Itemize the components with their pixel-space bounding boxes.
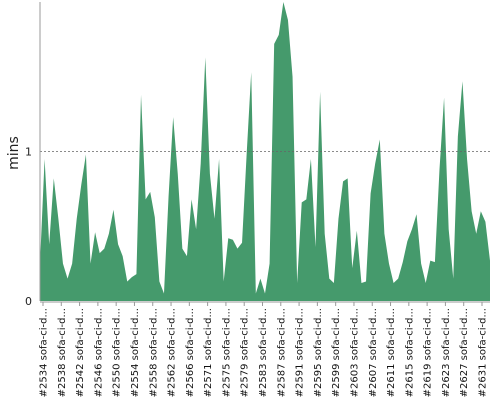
x-tick-label: #2599 sofa-ci-d... bbox=[331, 308, 342, 397]
area-series bbox=[40, 2, 490, 301]
x-tick-label: #2595 sofa-ci-d... bbox=[313, 308, 324, 397]
x-tick-label: #2623 sofa-ci-d... bbox=[441, 308, 452, 397]
x-tick-label: #2607 sofa-ci-d... bbox=[368, 308, 379, 397]
x-tick-label: #2615 sofa-ci-d... bbox=[404, 308, 415, 397]
x-tick-label: #2603 sofa-ci-d... bbox=[349, 308, 360, 397]
x-tick-label: #2546 sofa-ci-d... bbox=[93, 308, 104, 397]
x-tick-label: #2550 sofa-ci-d... bbox=[112, 308, 123, 397]
plot-area bbox=[40, 2, 490, 301]
x-tick-label: #2562 sofa-ci-d... bbox=[167, 308, 178, 397]
x-tick-label: #2591 sofa-ci-d... bbox=[295, 308, 306, 397]
x-tick-label: #2619 sofa-ci-d... bbox=[423, 308, 434, 397]
x-tick-label: #2631 sofa-ci-d... bbox=[478, 308, 489, 397]
x-tick-label: #2554 sofa-ci-d... bbox=[130, 308, 141, 397]
axes: 01 bbox=[25, 2, 490, 308]
x-tick-labels: #2534 sofa-ci-d... #2538 sofa-ci-d... #254… bbox=[39, 302, 489, 397]
x-tick-label: #2542 sofa-ci-d... bbox=[75, 308, 86, 397]
x-tick-label: #2534 sofa-ci-d... bbox=[39, 308, 50, 397]
x-tick-label: #2566 sofa-ci-d... bbox=[185, 308, 196, 397]
x-tick-label: #2575 sofa-ci-d... bbox=[221, 308, 232, 397]
x-tick-label: #2611 sofa-ci-d... bbox=[386, 308, 397, 397]
x-tick-label: #2571 sofa-ci-d... bbox=[203, 308, 214, 397]
x-tick-label: #2558 sofa-ci-d... bbox=[148, 308, 159, 397]
x-tick-label: #2587 sofa-ci-d... bbox=[276, 308, 287, 397]
x-tick-label: #2538 sofa-ci-d... bbox=[57, 308, 68, 397]
y-axis-title: mins bbox=[6, 136, 22, 170]
x-tick-label: #2627 sofa-ci-d... bbox=[459, 308, 470, 397]
y-tick-label: 1 bbox=[25, 146, 32, 159]
y-tick-label: 0 bbox=[25, 295, 32, 308]
x-tick-label: #2583 sofa-ci-d... bbox=[258, 308, 269, 397]
x-tick-label: #2579 sofa-ci-d... bbox=[240, 308, 251, 397]
